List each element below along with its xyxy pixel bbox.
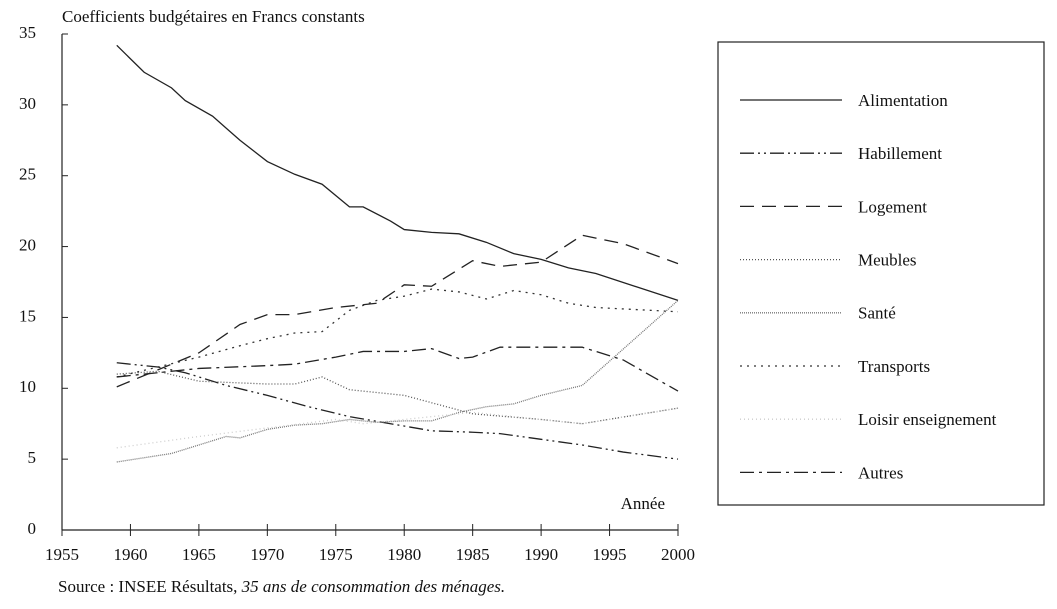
x-tick-label: 1975 — [319, 545, 353, 564]
legend-label: Logement — [858, 197, 927, 216]
legend-label: Habillement — [858, 144, 942, 163]
source-title: 35 ans de consommation des ménages. — [241, 577, 505, 596]
x-tick-label: 1995 — [593, 545, 627, 564]
x-tick-label: 1965 — [182, 545, 216, 564]
x-tick-label: 1970 — [250, 545, 284, 564]
legend-label: Autres — [858, 463, 903, 482]
x-tick-label: 2000 — [661, 545, 695, 564]
series-line — [116, 288, 679, 378]
series-line — [116, 370, 679, 425]
legend-label: Alimentation — [858, 91, 948, 110]
x-tick-label: 1985 — [456, 545, 490, 564]
legend-label: Santé — [858, 304, 896, 323]
y-tick-label: 0 — [28, 519, 37, 538]
legend-label: Transports — [858, 357, 930, 376]
y-tick-label: 10 — [19, 377, 36, 396]
y-tick-label: 30 — [19, 94, 36, 113]
source-prefix: Source : INSEE Résultats, — [58, 577, 242, 596]
series-line — [116, 407, 679, 449]
series-line — [116, 44, 679, 302]
y-tick-label: 25 — [19, 165, 36, 184]
y-tick-label: 35 — [19, 23, 36, 42]
y-tick-label: 5 — [28, 448, 37, 467]
legend-label: Meubles — [858, 251, 917, 270]
x-tick-label: 1960 — [113, 545, 147, 564]
x-tick-label: 1955 — [45, 545, 79, 564]
y-tick-label: 20 — [19, 235, 36, 254]
series-line — [116, 346, 679, 392]
x-tick-label: 1990 — [524, 545, 558, 564]
legend-label: Loisir enseignement — [858, 410, 997, 429]
series-line — [116, 234, 679, 388]
legend-box — [717, 41, 1045, 506]
y-tick-label: 15 — [19, 306, 36, 325]
x-tick-label: 1980 — [387, 545, 421, 564]
x-axis-label: Année — [621, 494, 665, 513]
y-axis-label: Coefficients budgétaires en Francs const… — [62, 7, 365, 26]
source: Source : INSEE Résultats, 35 ans de cons… — [58, 577, 505, 596]
series-line — [116, 299, 679, 463]
series-line — [116, 362, 679, 460]
